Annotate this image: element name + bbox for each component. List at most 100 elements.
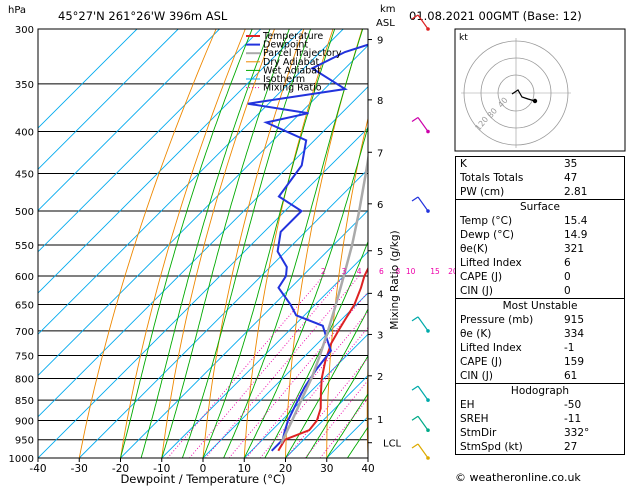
pressure-tick-label: 800 bbox=[15, 374, 34, 385]
series-temperature bbox=[277, 266, 368, 452]
surface-value: 321 bbox=[564, 243, 585, 255]
surface-value: 14.9 bbox=[564, 229, 588, 241]
mixing-ratio-line bbox=[304, 379, 368, 458]
legend-entry: Wet Adiabat bbox=[263, 65, 321, 76]
most-unstable-title: Most Unstable bbox=[502, 300, 578, 312]
hodograph-kt-label: kt bbox=[459, 33, 468, 43]
legend-entry: Parcel Trajectory bbox=[263, 48, 342, 59]
wind-barb-staff bbox=[417, 196, 429, 212]
wet-adiabat-line bbox=[264, 240, 368, 458]
hodograph-label: StmDir bbox=[460, 427, 497, 439]
wind-barb-dot bbox=[426, 27, 430, 31]
mixing-ratio-line bbox=[228, 291, 368, 458]
isotherm-line bbox=[243, 333, 368, 458]
wind-barb-staff bbox=[417, 14, 429, 30]
surface-label: CIN (J) bbox=[460, 285, 493, 297]
surface-row: Lifted Index 6 bbox=[456, 256, 624, 270]
index-row: PW (cm) 2.81 bbox=[456, 185, 624, 199]
hodograph-row: StmDir 332° bbox=[456, 426, 624, 440]
x-tick-label: 20 bbox=[279, 463, 292, 475]
legend-entry: Dewpoint bbox=[263, 40, 308, 51]
most-unstable-row: Lifted Index -1 bbox=[456, 341, 624, 355]
dry-adiabat-line bbox=[366, 356, 368, 458]
index-label: Totals Totals bbox=[460, 172, 524, 184]
index-label: K bbox=[460, 158, 467, 170]
surface-section: Surface Temp (°C) 15.4 Dewp (°C) 14.9 θe(K) 3… bbox=[456, 199, 624, 298]
asl-label: ASL bbox=[376, 18, 395, 29]
most-unstable-section: Most Unstable Pressure (mb) 915 θe (K) 334 L… bbox=[456, 298, 624, 383]
wind-barb-flag bbox=[411, 443, 419, 449]
plot-frame bbox=[37, 28, 369, 459]
hodograph-label: SREH bbox=[460, 413, 489, 425]
surface-label: Temp (°C) bbox=[460, 215, 513, 227]
most-unstable-label: Lifted Index bbox=[460, 342, 522, 354]
storm-motion-dot bbox=[532, 98, 538, 104]
most-unstable-row: CIN (J) 61 bbox=[456, 369, 624, 383]
wind-barb-staff bbox=[417, 443, 429, 459]
mixing-ratio-label: 15 bbox=[430, 267, 440, 276]
surface-title: Surface bbox=[519, 201, 560, 213]
x-tick-label: -20 bbox=[112, 463, 129, 475]
axes: 2346810152025300350400450500550600650700… bbox=[9, 25, 472, 475]
km-tick-label: 3 bbox=[377, 330, 383, 341]
dry-adiabat-line bbox=[202, 29, 305, 458]
isotherm-line bbox=[38, 44, 368, 377]
most-unstable-value: 334 bbox=[564, 328, 585, 340]
most-unstable-value: 915 bbox=[564, 314, 585, 326]
mixing-ratio-label: 3 bbox=[342, 267, 347, 276]
isotherm-line bbox=[78, 168, 368, 458]
isotherm-line bbox=[38, 29, 138, 129]
km-tick-label: 5 bbox=[377, 247, 383, 258]
x-tick-label: 40 bbox=[361, 463, 374, 475]
most-unstable-label: CAPE (J) bbox=[460, 356, 503, 368]
dry-adiabat-line bbox=[285, 29, 363, 458]
surface-row: CAPE (J) 0 bbox=[456, 270, 624, 284]
legend-entry: Dry Adiabat bbox=[263, 57, 320, 68]
x-tick-label: -10 bbox=[153, 463, 170, 475]
km-tick-label: 9 bbox=[377, 36, 383, 47]
hodograph-value: -50 bbox=[564, 399, 582, 411]
copyright-text[interactable]: © weatheronline.co.uk bbox=[455, 471, 581, 484]
pressure-tick-label: 650 bbox=[15, 301, 34, 312]
km-tick-label: 4 bbox=[377, 289, 383, 300]
mixing-ratio-label: 6 bbox=[379, 267, 384, 276]
surface-row: CIN (J) 0 bbox=[456, 284, 624, 298]
surface-value: 6 bbox=[564, 257, 571, 269]
dry-adiabat-line bbox=[78, 29, 217, 458]
wet-adiabat-line bbox=[120, 29, 253, 458]
surface-row: Dewp (°C) 14.9 bbox=[456, 228, 624, 242]
indices-table: K 35 Totals Totals 47 PW (cm) 2.81 Surface Te… bbox=[455, 156, 625, 455]
legend-entry: Temperature bbox=[262, 31, 323, 42]
pressure-tick-label: 600 bbox=[15, 272, 34, 283]
wind-barb-staff bbox=[417, 385, 429, 401]
surface-row: Temp (°C) 15.4 bbox=[456, 214, 624, 228]
mixing-ratio-line bbox=[246, 311, 368, 458]
mixing-ratio-line bbox=[205, 275, 360, 458]
wind-barb-dot bbox=[426, 456, 430, 460]
pressure-tick-label: 900 bbox=[15, 416, 34, 427]
most-unstable-row: Pressure (mb) 915 bbox=[456, 313, 624, 327]
index-row: K 35 bbox=[456, 157, 624, 171]
surface-label: Dewp (°C) bbox=[460, 229, 514, 241]
hodograph-row: EH -50 bbox=[456, 398, 624, 412]
surface-value: 0 bbox=[564, 285, 571, 297]
pressure-tick-label: 300 bbox=[15, 25, 34, 36]
hodograph-section: Hodograph EH -50 SREH -11 StmDir 332° StmSpd (… bbox=[456, 383, 624, 454]
index-value: 2.81 bbox=[564, 186, 588, 198]
surface-label: Lifted Index bbox=[460, 257, 522, 269]
wind-barb-flag bbox=[411, 316, 419, 322]
mixing-ratio-line bbox=[167, 275, 324, 458]
dry-adiabat-line bbox=[243, 29, 334, 458]
legend-entry: Isotherm bbox=[263, 74, 305, 85]
isotherm-line bbox=[161, 251, 368, 458]
wet-adiabat-line bbox=[181, 29, 312, 458]
isotherm-line bbox=[38, 86, 368, 418]
km-tick-label: 2 bbox=[377, 372, 383, 383]
wind-barb-dot bbox=[426, 209, 430, 213]
hodograph-row: StmSpd (kt) 27 bbox=[456, 440, 624, 454]
x-tick-label: -30 bbox=[71, 463, 88, 475]
km-tick-label: 1 bbox=[377, 415, 383, 426]
hodograph-title: Hodograph bbox=[510, 385, 570, 397]
wind-barb-flag bbox=[411, 196, 419, 202]
